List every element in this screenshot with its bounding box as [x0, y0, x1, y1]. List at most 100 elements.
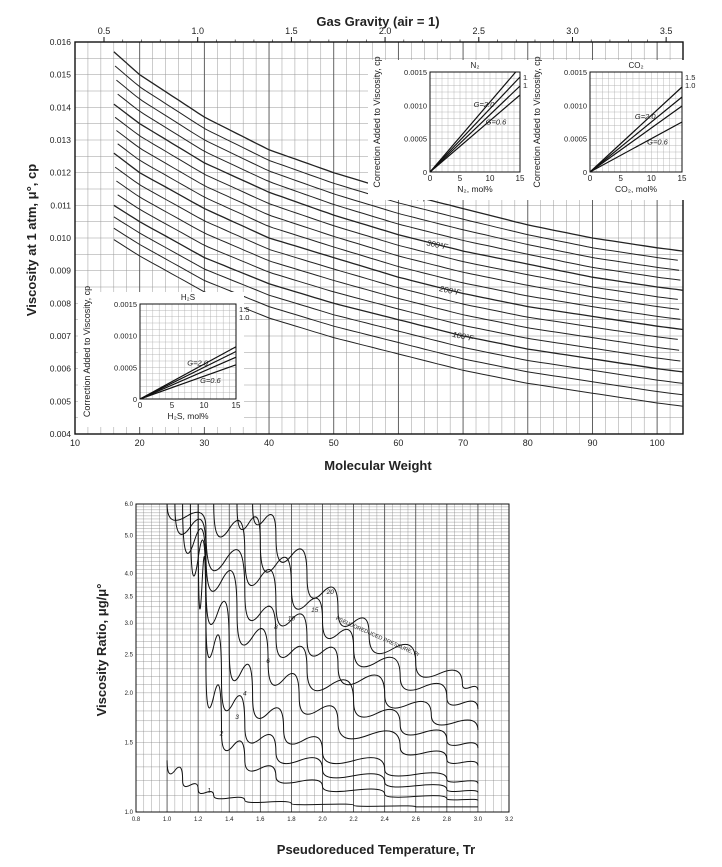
x-tick-label: 2.4 [380, 817, 389, 823]
inset-title: H₂S [181, 293, 195, 302]
inset-x-tick: 0 [138, 401, 143, 410]
inset-curve-label: 1.0 [685, 81, 695, 90]
inset-y-label: Correction Added to Viscosity, cp [82, 286, 92, 417]
inset-x-label: H₂S, mol% [167, 411, 209, 421]
inset-curve-label: 1.5 [239, 305, 249, 314]
inset-x-label: CO₂, mol% [615, 184, 657, 194]
inset-x-tick: 15 [516, 174, 525, 183]
series-line-Pr=6 [174, 504, 479, 766]
inset-x-tick: 0 [588, 174, 593, 183]
inset-line [589, 121, 683, 173]
inset-y-tick: 0.0015 [404, 68, 427, 77]
inset-line [429, 76, 521, 173]
series-label: 1 [207, 788, 211, 795]
top-tick-label: 1.0 [191, 26, 204, 36]
inset-line [589, 105, 683, 173]
inset-line [429, 94, 521, 173]
x-tick-label: 20 [135, 438, 145, 448]
x-tick-label: 90 [587, 438, 597, 448]
top-tick-label: 0.5 [98, 26, 111, 36]
series-line-Pr=4 [182, 504, 479, 784]
interp-line [113, 216, 683, 384]
inset-title: N₂ [471, 61, 480, 70]
inset-line [589, 96, 683, 173]
x-tick-label: 2.2 [349, 817, 358, 823]
inset-frame [429, 71, 521, 173]
series-label: 300°F [426, 238, 450, 251]
interp-line [117, 93, 681, 281]
y-tick-label: 0.012 [50, 168, 72, 178]
y-axis-title: Viscosity Ratio, μg/μ° [94, 584, 109, 717]
x-tick-label: 1.0 [163, 817, 172, 823]
x-tick-label: 1.2 [194, 817, 203, 823]
inset-x-tick: 5 [618, 174, 623, 183]
interp-line [116, 180, 680, 351]
y-tick-label: 0.016 [50, 37, 72, 47]
inset-y-label: Correction Added to Viscosity, cp [532, 56, 542, 187]
interp-line [114, 116, 678, 300]
inset-line [429, 85, 521, 173]
interp-line [117, 194, 681, 362]
y-tick-label: 2.0 [125, 691, 134, 697]
x-tick-label: 80 [523, 438, 533, 448]
y-tick-label: 5.0 [125, 533, 134, 539]
top-tick-label: 3.0 [566, 26, 579, 36]
x-tick-label: 1.8 [287, 817, 296, 823]
interp-line [113, 227, 683, 396]
series-label: 2 [219, 731, 224, 738]
y-tick-label: 0.007 [50, 331, 72, 341]
inset-curve-label: 1.5 [685, 73, 695, 82]
y-tick-label: 4.0 [125, 572, 134, 578]
x-tick-label: 2.6 [412, 817, 421, 823]
inset-line [139, 356, 237, 400]
x-tick-label: 0.8 [132, 817, 141, 823]
inset-line-label: G=0.6 [200, 376, 221, 385]
inset-y-tick: 0.0005 [564, 135, 587, 144]
top-tick-label: 2.0 [379, 26, 392, 36]
inset-curve-label: 1.0 [239, 313, 249, 322]
inset-x-tick: 0 [428, 174, 433, 183]
inset-background [528, 60, 690, 200]
inset-y-tick: 0.0010 [114, 332, 137, 341]
chart-title: Gas Gravity (air = 1) [316, 14, 439, 29]
series-label: 10 [288, 615, 296, 622]
x-tick-label: 3.2 [505, 817, 514, 823]
inset-line [589, 86, 683, 173]
x-tick-label: 40 [264, 438, 274, 448]
inset-background [78, 292, 244, 427]
gas-viscosity-chart: 10 20 30 40 50 60 70 80 90 1000.0040.0050.0060.00… [24, 14, 695, 473]
y-tick-label: 3.0 [125, 621, 134, 627]
inset-y-tick: 0 [583, 168, 587, 177]
top-tick-label: 3.5 [660, 26, 673, 36]
interp-line [114, 65, 678, 261]
inset-y-tick: 0.0010 [564, 101, 587, 110]
y-tick-label: 0.010 [50, 233, 72, 243]
inset-line-label: G=2.0 [474, 100, 495, 109]
y-tick-label: 1.0 [125, 810, 134, 816]
interp-line [116, 79, 680, 271]
inset-line-label: G=2.0 [187, 359, 208, 368]
y-tick-label: 0.008 [50, 298, 72, 308]
x-tick-label: 30 [199, 438, 209, 448]
inset-y-tick: 0.0005 [114, 363, 137, 372]
series-line-300°F [113, 103, 683, 291]
series-label: 20 [326, 589, 335, 596]
inset-line-label: G=2.0 [635, 112, 656, 121]
inset-y-tick: 0.0010 [404, 101, 427, 110]
series-label: 15 [311, 607, 319, 614]
x-axis-title: Pseudoreduced Temperature, Tr [277, 842, 475, 857]
inset-x-tick: 5 [458, 174, 463, 183]
y-tick-label: 0.014 [50, 102, 72, 112]
interp-line [116, 130, 680, 310]
inset-line [139, 346, 237, 400]
series-label: 8 [274, 624, 278, 631]
y-tick-label: 0.015 [50, 70, 72, 80]
plot-frame [74, 41, 684, 435]
inset-y-tick: 0.0015 [564, 68, 587, 77]
x-tick-label: 50 [329, 438, 339, 448]
x-tick-label: 2.8 [443, 817, 452, 823]
top-tick-label: 1.5 [285, 26, 298, 36]
series-line-Pr=10 [213, 504, 479, 731]
series-label: 3 [235, 714, 239, 721]
interp-line [117, 143, 681, 320]
